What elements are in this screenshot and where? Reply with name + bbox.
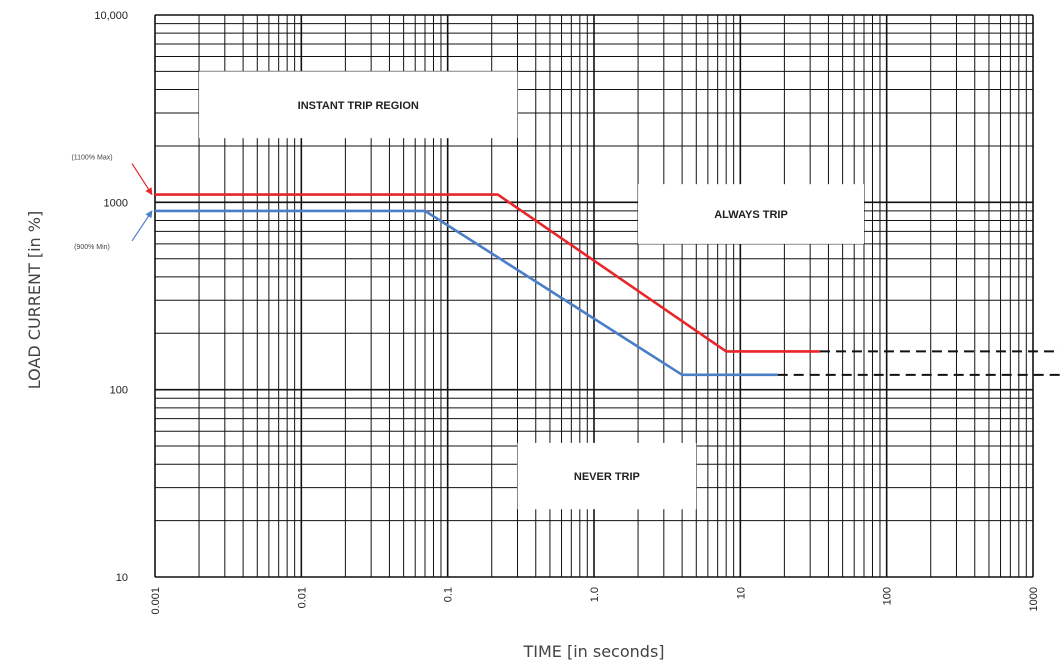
region-label: NEVER TRIP	[574, 471, 640, 483]
x-tick-label: 1.0	[589, 587, 601, 602]
annotation-arrow	[131, 163, 153, 196]
region-box	[199, 71, 518, 139]
region-label: INSTANT TRIP REGION	[298, 100, 419, 112]
region-box	[517, 442, 697, 510]
y-axis-title: LOAD CURRENT [in %]	[25, 211, 44, 389]
y-tick-label: 1000	[104, 197, 128, 209]
x-tick-label: 100	[882, 587, 894, 605]
annotation-arrow	[131, 210, 153, 242]
y-tick-label: 10,000	[94, 10, 128, 22]
x-tick-labels: 0.001 0.01 0.1 1.0 10 100 1000	[150, 587, 1040, 615]
region-box	[638, 184, 864, 244]
region-label: ALWAYS TRIP	[714, 209, 788, 221]
annotation-label: (1100% Max)	[71, 155, 112, 162]
y-tick-label: 100	[110, 385, 128, 397]
series-lines	[155, 193, 1060, 377]
y-tick-label: 10	[116, 572, 128, 584]
series-line	[155, 193, 820, 353]
series-line	[155, 209, 778, 377]
x-tick-label: 0.1	[443, 587, 455, 602]
annotation-label: (900% Min)	[74, 244, 110, 251]
x-axis-title: TIME [in seconds]	[522, 642, 664, 661]
y-tick-labels: 10 100 1000 10,000	[94, 10, 128, 584]
region-boxes: INSTANT TRIP REGION ALWAYS TRIP NEVER TRIP	[199, 71, 864, 510]
x-tick-label: 10	[735, 587, 747, 599]
x-tick-label: 0.001	[150, 587, 162, 615]
annotations: (1100% Max) (900% Min)	[71, 155, 153, 251]
x-tick-label: 1000	[1028, 587, 1040, 611]
x-tick-label: 0.01	[296, 587, 308, 608]
